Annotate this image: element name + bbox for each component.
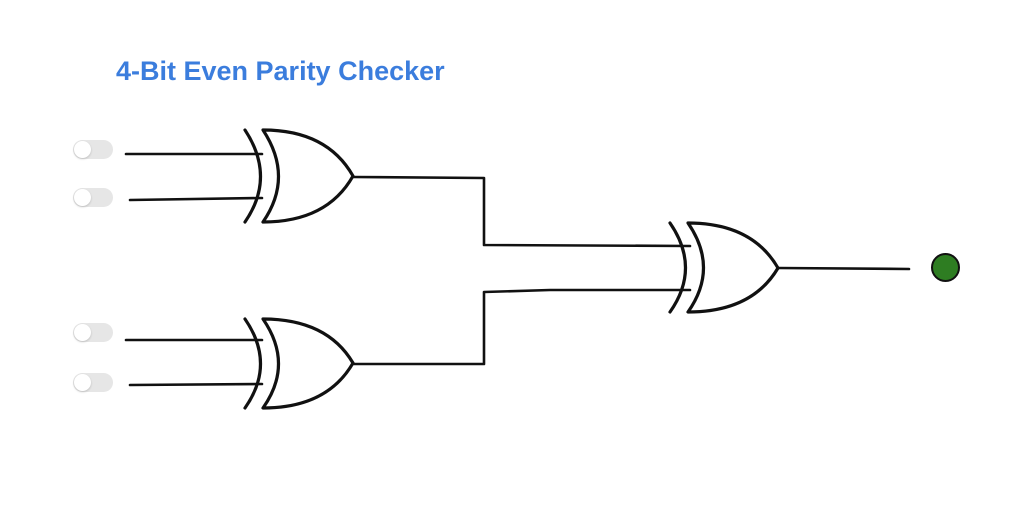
xor-gate-3-body <box>686 221 780 314</box>
toggle-knob <box>74 324 91 341</box>
toggle-knob <box>74 374 91 391</box>
input-wire-4 <box>128 382 264 387</box>
gate2-output-wire <box>351 288 692 366</box>
xor-gate-1-extra-arc <box>243 128 262 224</box>
input-toggle-1[interactable] <box>73 140 113 159</box>
toggle-knob <box>74 141 91 158</box>
xor-gate-3-extra-arc <box>668 221 687 314</box>
input-toggle-3[interactable] <box>73 323 113 342</box>
gate1-output-wire <box>351 175 692 248</box>
xor-gate-3[interactable] <box>668 221 780 314</box>
final-output-wire <box>776 266 911 271</box>
input-wire-2 <box>128 196 264 202</box>
xor-gate-2[interactable] <box>243 317 355 410</box>
xor-gate-2-body <box>261 317 355 410</box>
output-led <box>931 253 960 282</box>
toggle-knob <box>74 189 91 206</box>
input-toggle-4[interactable] <box>73 373 113 392</box>
xor-gate-2-extra-arc <box>243 317 262 410</box>
input-toggle-2[interactable] <box>73 188 113 207</box>
xor-gate-1[interactable] <box>243 128 355 224</box>
xor-gate-1-body <box>261 128 355 224</box>
diagram-title: 4-Bit Even Parity Checker <box>116 56 445 86</box>
